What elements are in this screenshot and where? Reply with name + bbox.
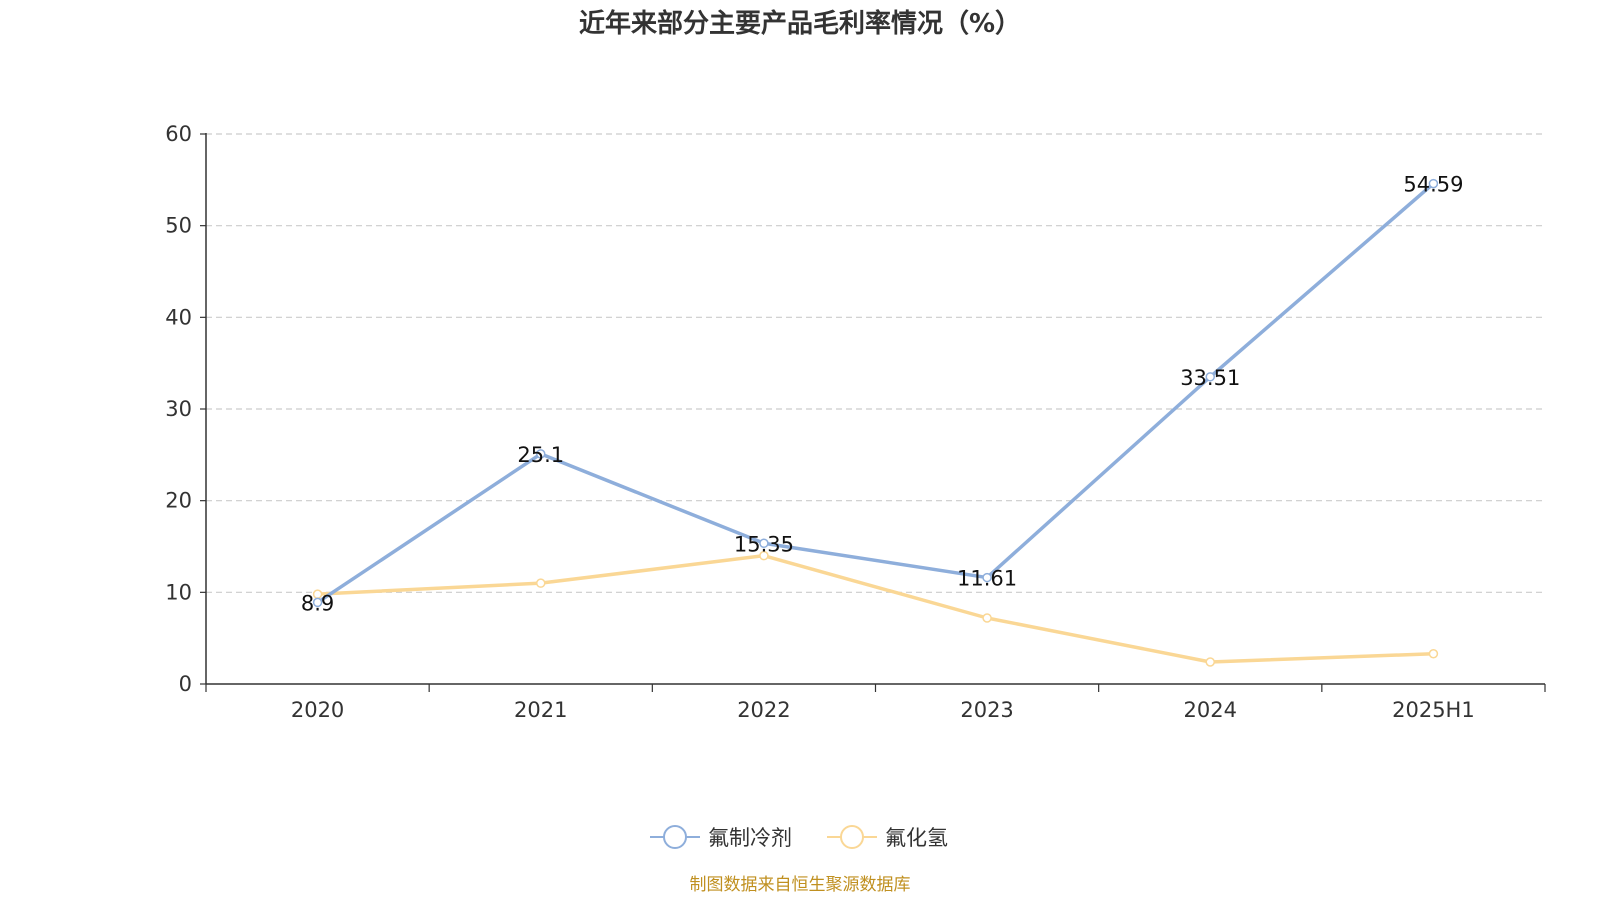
legend-marker [663, 825, 687, 849]
y-tick-label: 10 [165, 580, 192, 604]
x-tick-label: 2023 [960, 698, 1013, 722]
data-point [1428, 649, 1439, 659]
y-tick-label: 50 [165, 214, 192, 238]
data-label: 33.51 [1180, 366, 1240, 390]
data-label: 54.59 [1403, 173, 1463, 197]
data-point [982, 613, 992, 623]
source-note: 制图数据来自恒生聚源数据库 [690, 875, 911, 895]
data-label: 11.61 [957, 567, 1017, 591]
y-tick-label: 20 [165, 489, 192, 513]
series-line [317, 553, 1434, 664]
y-axis-ticks: 0 10 20 30 40 50 60 [165, 122, 206, 696]
data-point [1205, 372, 1215, 382]
legend-label: 氟制冷剂 [708, 826, 792, 850]
legend-item[interactable]: 氟化氢 [827, 825, 948, 850]
legend[interactable]: 氟制冷剂 氟化氢 [650, 825, 948, 850]
y-tick-label: 30 [165, 397, 192, 421]
legend-label: 氟化氢 [885, 826, 948, 850]
data-point [982, 572, 992, 583]
x-tick-label: 2024 [1184, 698, 1237, 722]
x-tick-label: 2022 [737, 698, 790, 722]
y-tick-label: 60 [165, 122, 192, 146]
data-labels: 8.9 25.1 15.35 11.61 33.51 54.59 [301, 173, 1464, 616]
data-label: 25.1 [517, 443, 564, 467]
data-point [1428, 178, 1439, 189]
data-point [536, 449, 546, 459]
x-axis-ticks: 2020 2021 2022 2023 2024 2025H1 [205, 684, 1546, 722]
legend-marker [840, 825, 864, 849]
data-point [1205, 657, 1215, 667]
data-point [536, 578, 546, 588]
x-tick-label: 2020 [291, 698, 344, 722]
data-label: 15.35 [734, 532, 794, 556]
data-point [312, 597, 323, 608]
legend-item[interactable]: 氟制冷剂 [650, 825, 792, 850]
data-point [759, 550, 769, 561]
y-tick-label: 0 [179, 672, 192, 696]
series-group [312, 178, 1439, 667]
gridlines [206, 133, 1545, 593]
data-label: 8.9 [301, 591, 334, 615]
chart-title: 近年来部分主要产品毛利率情况（%） [579, 8, 1021, 39]
x-tick-label: 2021 [514, 698, 567, 722]
x-tick-label: 2025H1 [1392, 698, 1475, 722]
series-line [316, 182, 1435, 604]
data-point [759, 538, 769, 549]
y-tick-label: 40 [165, 305, 192, 329]
